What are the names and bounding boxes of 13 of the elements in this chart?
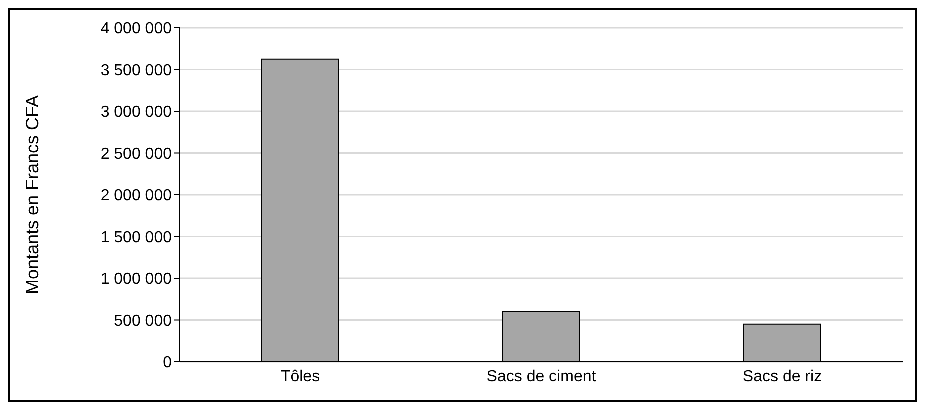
y-tick-label: 3 000 000 xyxy=(100,104,172,122)
x-tick-label: Tôles xyxy=(280,368,320,386)
y-axis-title: Montants en Francs CFA xyxy=(22,95,42,295)
y-tick-label: 1 500 000 xyxy=(100,229,172,246)
y-tick-label: 4 000 000 xyxy=(100,20,172,38)
y-tick-label: 500 000 xyxy=(114,312,172,330)
x-tick-label: Sacs de ciment xyxy=(486,368,597,386)
y-tick-label: 2 000 000 xyxy=(100,188,172,205)
y-tick-label: 2 500 000 xyxy=(100,146,172,163)
y-tick-label: 3 500 000 xyxy=(100,62,172,80)
x-tick-label: Sacs de riz xyxy=(742,368,822,386)
y-tick-label: 0 xyxy=(163,354,172,372)
y-tick-label: 1 000 000 xyxy=(100,271,172,288)
